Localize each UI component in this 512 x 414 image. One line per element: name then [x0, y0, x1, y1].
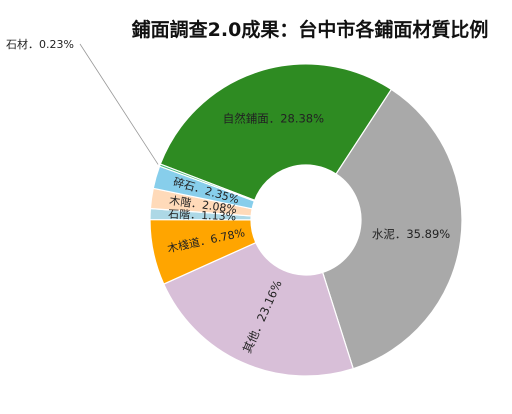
slice-label-5: 石階．1.13%	[168, 207, 236, 224]
slice-1	[159, 63, 393, 202]
slice-label-2: 水泥．35.89%	[372, 227, 450, 241]
slice-3	[162, 241, 354, 377]
slices-group	[149, 63, 463, 377]
chart-title: 鋪面調查2.0成果：台中市各鋪面材質比例	[132, 18, 489, 41]
leader-line	[79, 43, 159, 165]
slice-8	[158, 163, 256, 202]
slice-label-8: 石材．0.23%	[6, 37, 74, 51]
slice-label-1: 自然鋪面．28.38%	[223, 112, 324, 126]
slice-2	[321, 88, 463, 370]
